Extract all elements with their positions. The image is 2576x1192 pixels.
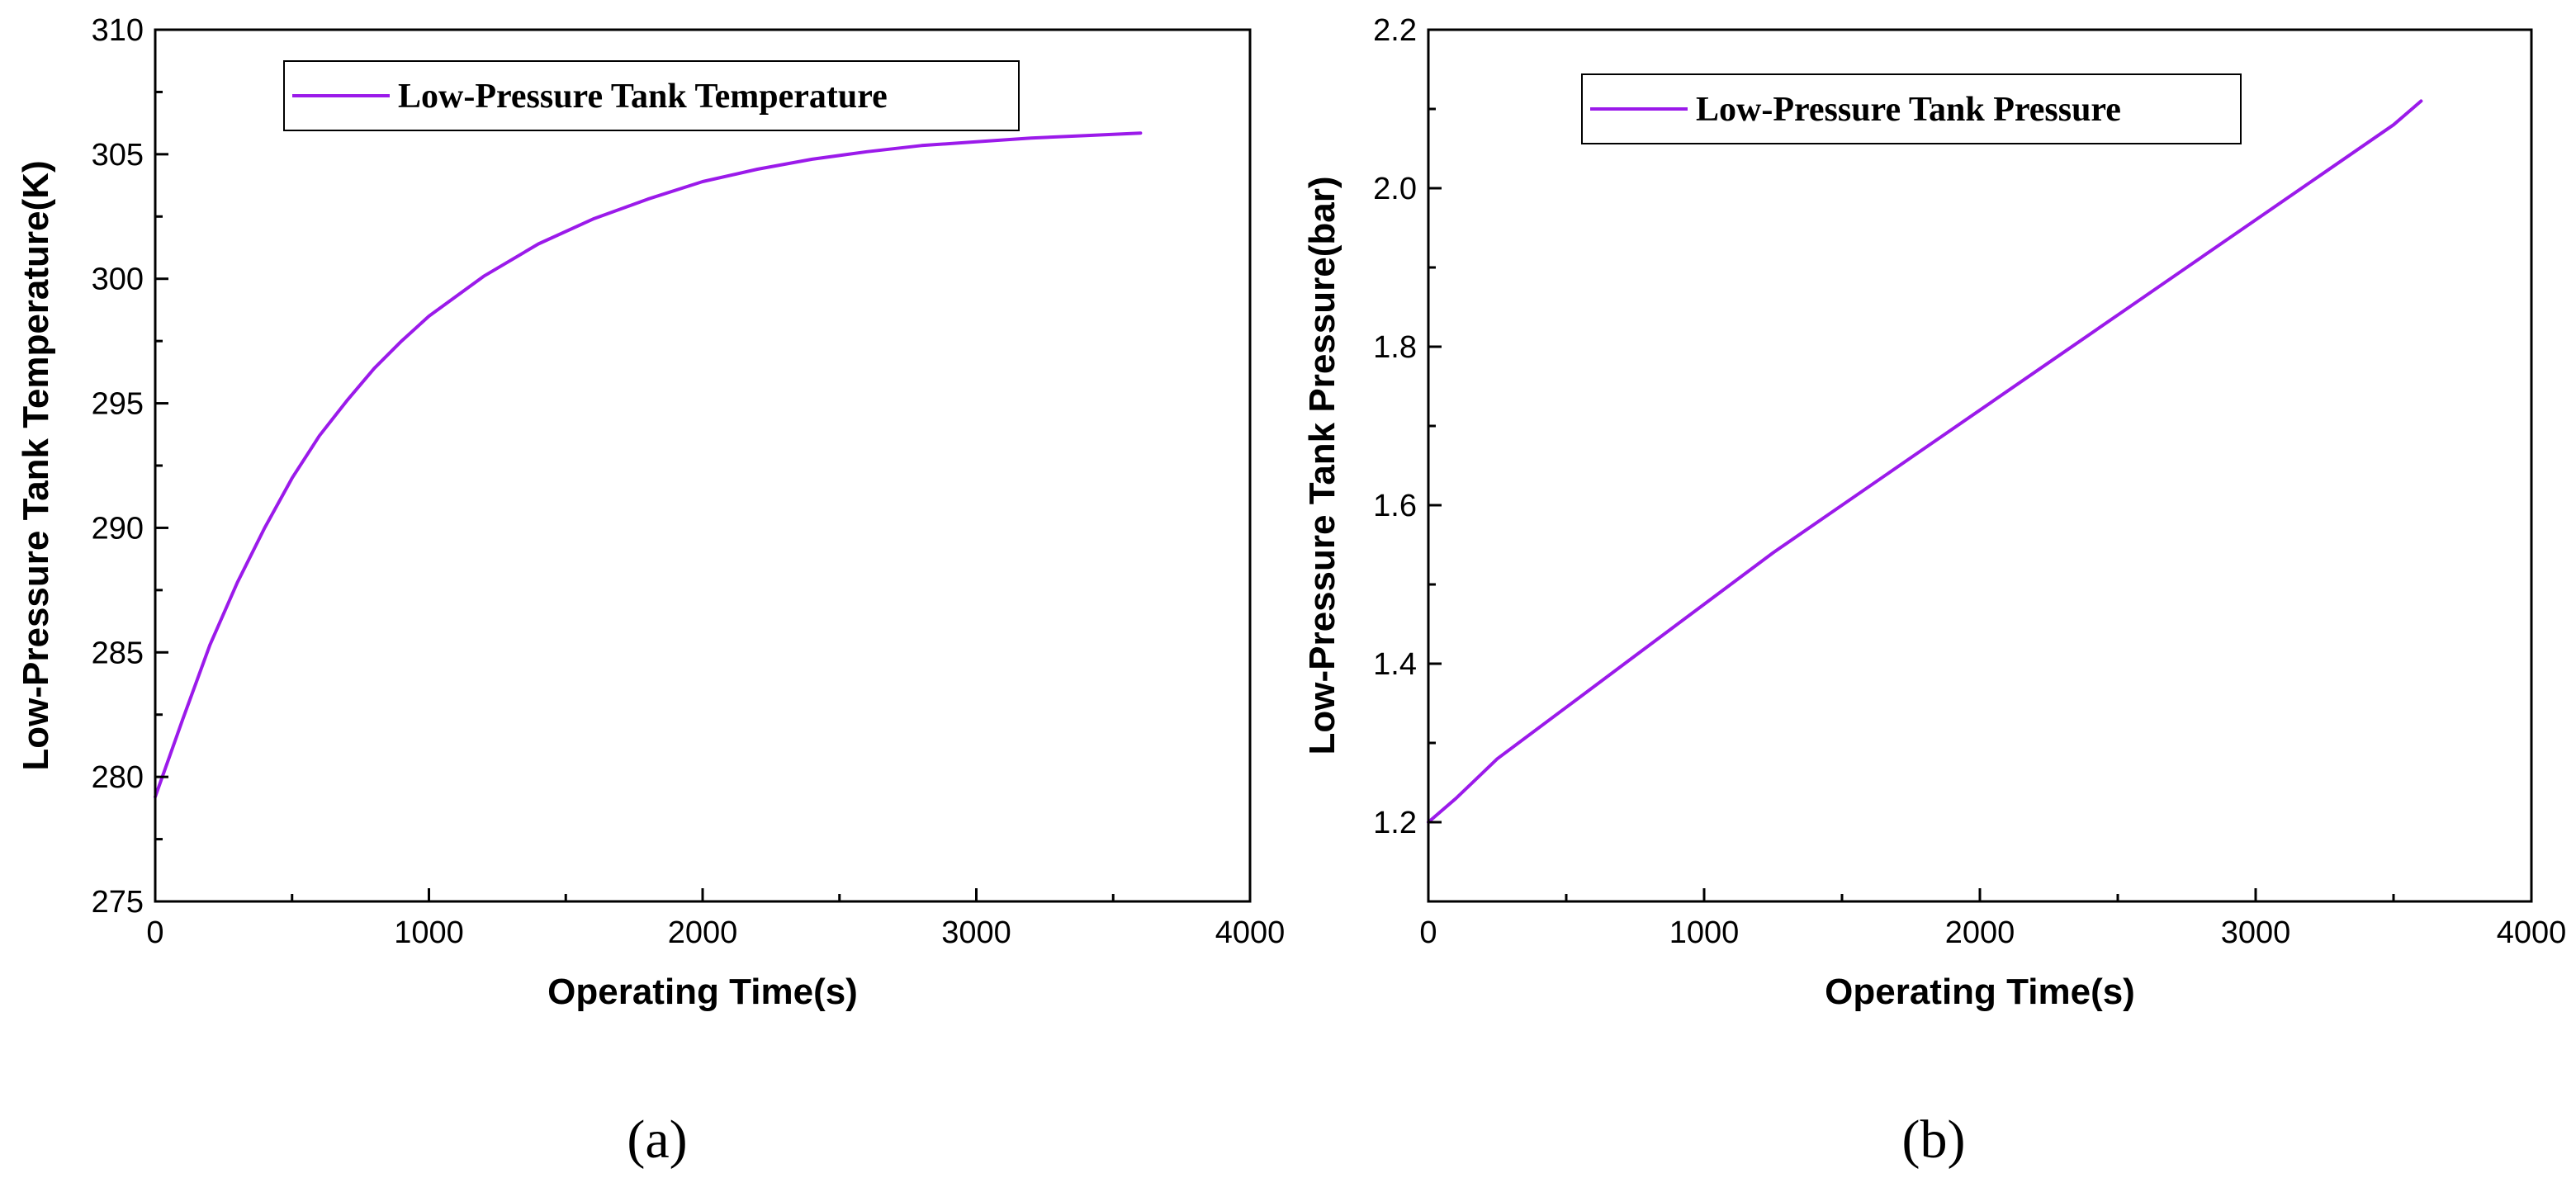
x-tick-label: 4000 (1215, 915, 1286, 950)
x-tick-label: 3000 (941, 915, 1011, 950)
x-tick-label: 3000 (2221, 915, 2291, 950)
y-tick-label: 280 (92, 760, 144, 795)
y-tick-label: 1.6 (1373, 489, 1417, 523)
y-tick-label: 310 (92, 13, 144, 48)
panel-label-b: (b) (1902, 1109, 1966, 1170)
legend-box (1581, 73, 2242, 144)
x-tick-label: 2000 (668, 915, 738, 950)
y-tick-label: 1.2 (1373, 806, 1417, 840)
pressure-legend: Low-Pressure Tank Pressure (1581, 73, 2242, 144)
y-tick-label: 275 (92, 885, 144, 920)
pressure-ticks: 0 1000 2000 3000 4000 1.2 1.4 1.6 1.8 2.0 2.2 (1373, 13, 2566, 950)
pressure-chart: 0 1000 2000 3000 4000 1.2 1.4 1.6 1.8 2.0 2.2 Low-… (1302, 13, 2566, 1170)
series-line (154, 131, 1143, 799)
x-tick-label: 0 (1419, 915, 1437, 950)
temperature-ticks: 0 1000 2000 3000 4000 275 280 285 290 295 300 305 31… (92, 13, 1286, 950)
y-tick-label: 290 (92, 511, 144, 546)
temperature-legend: Low-Pressure Tank Temperature (283, 60, 1020, 131)
y-axis-label: Low-Pressure Tank Pressure(bar) (1302, 177, 1342, 755)
y-tick-label: 285 (92, 636, 144, 670)
x-tick-label: 1000 (394, 915, 464, 950)
series-line (1427, 99, 2423, 824)
y-tick-label: 300 (92, 263, 144, 297)
y-tick-label: 1.8 (1373, 330, 1417, 365)
x-axis-label: Operating Time(s) (1825, 972, 2135, 1012)
panel-label-a: (a) (627, 1109, 687, 1170)
pressure-chart-marks (1427, 99, 2423, 824)
x-tick-label: 1000 (1669, 915, 1740, 950)
legend-label: Low-Pressure Tank Temperature (398, 78, 888, 116)
legend-label: Low-Pressure Tank Pressure (1696, 91, 2121, 129)
x-tick-label: 4000 (2497, 915, 2567, 950)
y-tick-label: 2.0 (1373, 172, 1417, 206)
x-tick-label: 2000 (1945, 915, 2015, 950)
x-axis-label: Operating Time(s) (547, 972, 858, 1012)
x-tick-label: 0 (146, 915, 163, 950)
temperature-chart-marks (154, 131, 1143, 799)
y-tick-label: 295 (92, 387, 144, 422)
y-tick-label: 305 (92, 138, 144, 173)
temperature-chart: 0 1000 2000 3000 4000 275 280 285 290 295 300 305 31… (16, 13, 1285, 1170)
y-tick-label: 2.2 (1373, 13, 1417, 48)
y-tick-label: 1.4 (1373, 647, 1417, 682)
legend-box (283, 60, 1020, 131)
y-axis-label: Low-Pressure Tank Temperature(K) (16, 160, 56, 770)
